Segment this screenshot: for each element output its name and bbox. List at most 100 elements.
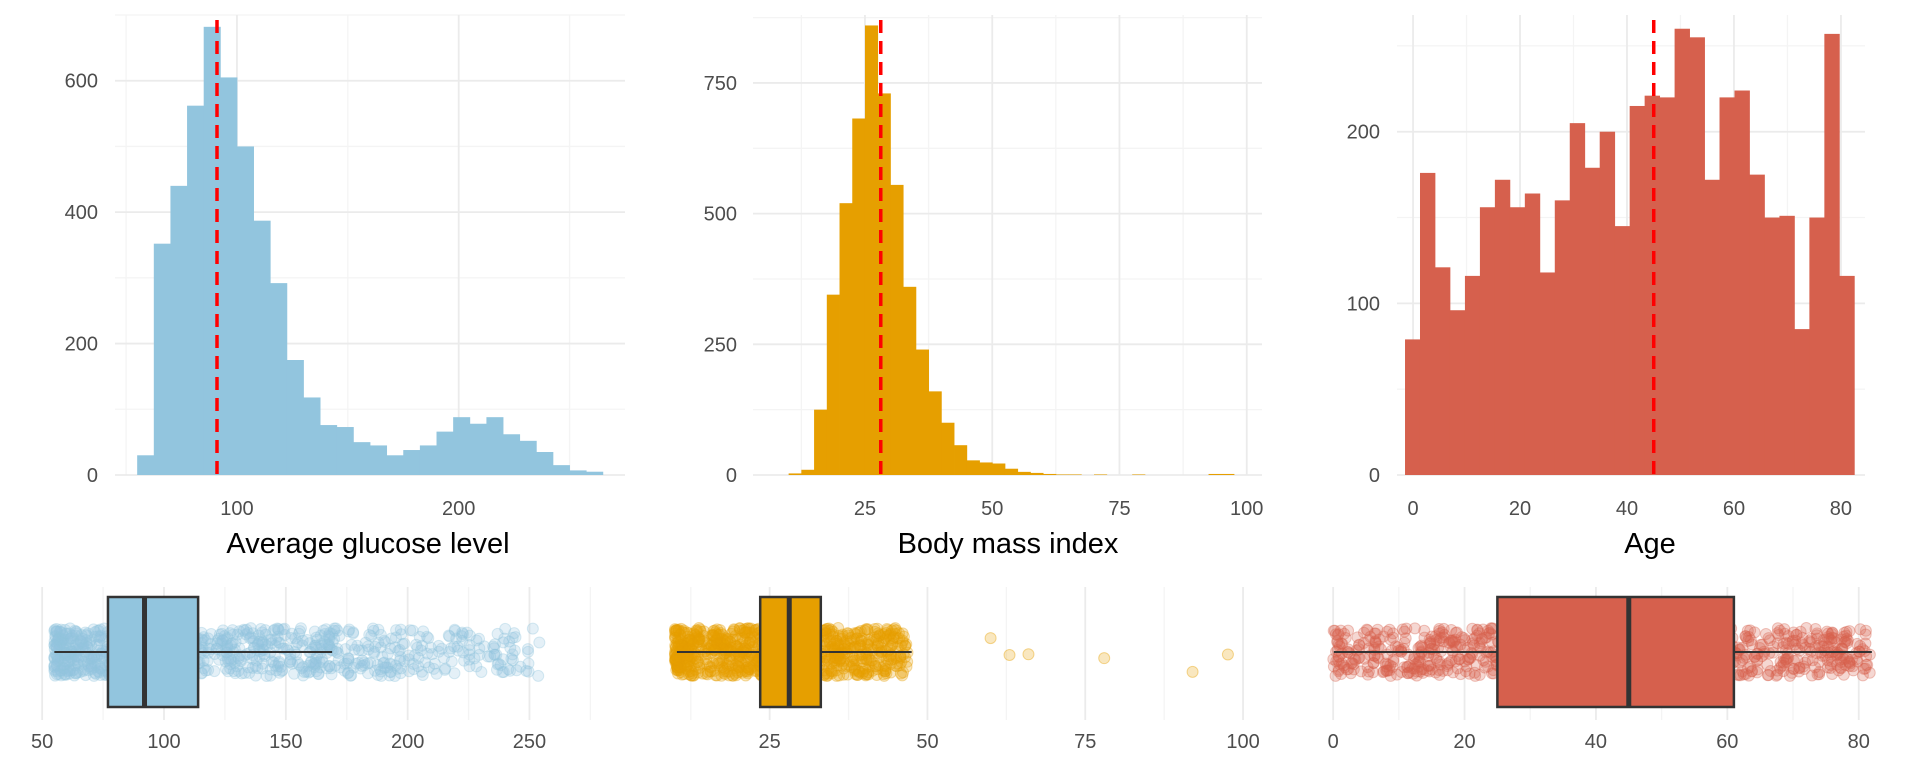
- jitter-point: [879, 662, 892, 675]
- jitter-point: [81, 630, 94, 643]
- jitter-point: [61, 656, 74, 669]
- box-x-tick-label: 80: [1848, 731, 1870, 753]
- jitter-point: [839, 635, 852, 648]
- jitter-point: [724, 636, 737, 649]
- jitter-point: [821, 669, 834, 682]
- jitter-point: [268, 623, 281, 636]
- jitter-point: [332, 654, 345, 667]
- jitter-point: [369, 640, 382, 653]
- jitter-point: [738, 626, 751, 639]
- jitter-point: [724, 644, 737, 657]
- histogram-bar: [1464, 275, 1481, 475]
- jitter-point: [410, 638, 423, 651]
- jitter-point: [879, 665, 892, 678]
- jitter-point: [684, 633, 697, 646]
- jitter-point: [221, 631, 234, 644]
- jitter-point: [329, 622, 342, 635]
- jitter-point: [54, 635, 67, 648]
- jitter-point: [1799, 656, 1812, 669]
- jitter-point: [681, 663, 694, 676]
- jitter-point: [885, 624, 898, 637]
- histogram-bar: [1719, 97, 1735, 475]
- jitter-point: [699, 657, 712, 670]
- jitter-point: [672, 624, 685, 637]
- jitter-point: [381, 647, 394, 660]
- jitter-point: [310, 656, 323, 669]
- jitter-point: [870, 669, 883, 682]
- jitter-point: [675, 638, 688, 651]
- jitter-point: [215, 635, 228, 648]
- jitter-point: [318, 627, 331, 640]
- outlier-point: [984, 632, 997, 645]
- histogram-bar: [503, 434, 521, 475]
- jitter-point: [692, 622, 705, 635]
- jitter-point: [672, 656, 685, 669]
- histogram-bar: [1030, 472, 1044, 475]
- jitter-point: [720, 647, 733, 660]
- jitter-point: [246, 627, 259, 640]
- box-iqr: [106, 595, 200, 709]
- jitter-point: [1360, 623, 1373, 636]
- jitter-point: [49, 629, 62, 642]
- jitter-point: [707, 657, 720, 670]
- jitter-point: [211, 637, 224, 650]
- jitter-point: [374, 628, 387, 641]
- jitter-point: [63, 667, 76, 680]
- jitter-point: [463, 644, 476, 657]
- jitter-point: [80, 637, 93, 650]
- jitter-point: [383, 669, 396, 682]
- jitter-point: [238, 624, 251, 637]
- jitter-point: [93, 631, 106, 644]
- jitter-point: [347, 626, 360, 639]
- jitter-point: [894, 650, 907, 663]
- jitter-point: [56, 637, 69, 650]
- histogram-bar: [1449, 310, 1466, 475]
- jitter-point: [312, 667, 325, 680]
- jitter-point: [259, 624, 272, 637]
- jitter-point: [361, 657, 374, 670]
- jitter-point: [877, 664, 890, 677]
- jitter-point: [325, 668, 338, 681]
- jitter-point: [729, 629, 742, 642]
- jitter-point: [710, 654, 723, 667]
- jitter-point: [488, 648, 501, 661]
- jitter-point: [842, 629, 855, 642]
- jitter-point: [63, 655, 76, 668]
- jitter-point: [71, 650, 84, 663]
- jitter-point: [215, 637, 228, 650]
- jitter-point: [67, 663, 80, 676]
- jitter-point: [70, 625, 83, 638]
- jitter-point: [290, 638, 303, 651]
- jitter-point: [89, 666, 102, 679]
- jitter-point: [315, 652, 328, 665]
- jitter-point: [678, 626, 691, 639]
- jitter-point: [1754, 638, 1767, 651]
- jitter-point: [91, 638, 104, 651]
- jitter-point: [284, 655, 297, 668]
- jitter-point: [449, 624, 462, 637]
- jitter-point: [294, 622, 307, 635]
- jitter-point: [61, 664, 74, 677]
- jitter-point: [830, 664, 843, 677]
- jitter-point: [1372, 640, 1385, 653]
- jitter-point: [705, 639, 718, 652]
- histogram-bar: [569, 470, 587, 475]
- jitter-point: [444, 642, 457, 655]
- jitter-point: [709, 669, 722, 682]
- jitter-point: [882, 633, 895, 646]
- jitter-point: [879, 644, 892, 657]
- jitter-point: [727, 623, 740, 636]
- jitter-point: [321, 638, 334, 651]
- jitter-point: [826, 665, 839, 678]
- jitter-point: [341, 667, 354, 680]
- jitter-point: [696, 635, 709, 648]
- jitter-point: [90, 650, 103, 663]
- histogram-bar: [801, 469, 815, 475]
- jitter-point: [388, 669, 401, 682]
- jitter-point: [669, 655, 682, 668]
- jitter-point: [743, 636, 756, 649]
- jitter-point: [393, 643, 406, 656]
- jitter-point: [687, 627, 700, 640]
- jitter-point: [394, 623, 407, 636]
- jitter-point: [432, 639, 445, 652]
